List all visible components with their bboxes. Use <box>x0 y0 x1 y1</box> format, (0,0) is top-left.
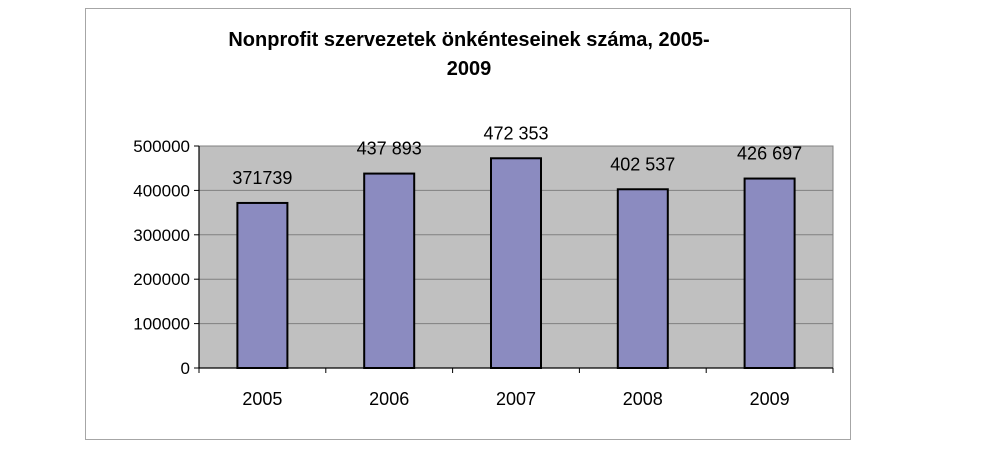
y-tick-label: 0 <box>181 359 190 378</box>
x-tick-label: 2009 <box>750 389 790 409</box>
bar-chart: 0 100000 200000 300000 400000 500000 371739 200… <box>133 123 834 409</box>
data-label: 371739 <box>232 168 292 188</box>
y-tick-label: 300000 <box>133 226 190 245</box>
bar <box>743 177 796 369</box>
bar <box>490 157 542 369</box>
y-tick-label: 200000 <box>133 270 190 289</box>
data-label: 472 353 <box>483 123 548 143</box>
bar <box>616 188 669 369</box>
chart-title: Nonprofit szervezetek önkénteseinek szám… <box>86 26 852 84</box>
x-tick-label: 2008 <box>623 389 663 409</box>
data-label: 437 893 <box>357 139 422 159</box>
y-tick-label: 100000 <box>133 315 190 334</box>
x-tick-label: 2007 <box>496 389 536 409</box>
data-label: 402 537 <box>610 154 675 174</box>
chart-frame: Nonprofit szervezetek önkénteseinek szám… <box>85 8 851 440</box>
x-tick-label: 2006 <box>369 389 409 409</box>
data-label: 426 697 <box>737 144 802 164</box>
bar <box>363 172 416 369</box>
bar <box>236 201 289 369</box>
chart-title-line-2: 2009 <box>446 58 492 80</box>
y-tick-label: 400000 <box>133 181 190 200</box>
chart-title-line-1: Nonprofit szervezetek önkénteseinek szám… <box>228 29 710 51</box>
y-tick-label: 500000 <box>133 137 190 156</box>
x-tick-label: 2005 <box>242 389 282 409</box>
